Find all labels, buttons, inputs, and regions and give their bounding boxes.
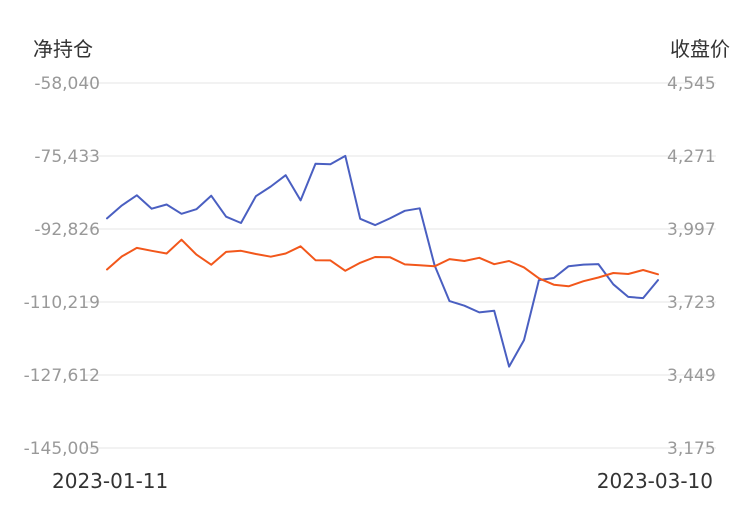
left-axis-tick-label: -110,219 [24,293,100,313]
left-axis-title: 净持仓 [33,37,93,61]
left-axis-tick-label: -127,612 [24,366,100,386]
right-axis-tick-label: 3,175 [667,439,716,459]
right-axis-title: 收盘价 [670,37,730,61]
net-position-line [106,154,659,368]
right-axis-tick-label: 3,449 [667,366,716,386]
right-axis-tick-label: 4,545 [667,74,716,94]
x-axis-start-label: 2023-01-11 [52,469,168,493]
right-axis-tick-label: 3,997 [667,220,716,240]
left-axis-tick-label: -75,433 [34,147,100,167]
left-axis-tick-label: -58,040 [34,74,100,94]
close-price-line [106,238,659,288]
left-axis-tick-label: -145,005 [24,439,100,459]
right-axis-tick-label: 3,723 [667,293,716,313]
axis-labels: 净持仓 收盘价 2023-01-11 2023-03-10 -58,040 4,5… [24,37,730,493]
left-axis-tick-label: -92,826 [34,220,100,240]
right-axis-tick-label: 4,271 [667,147,716,167]
grid-lines [84,82,716,449]
series-lines [106,154,659,368]
x-axis-end-label: 2023-03-10 [597,469,713,493]
